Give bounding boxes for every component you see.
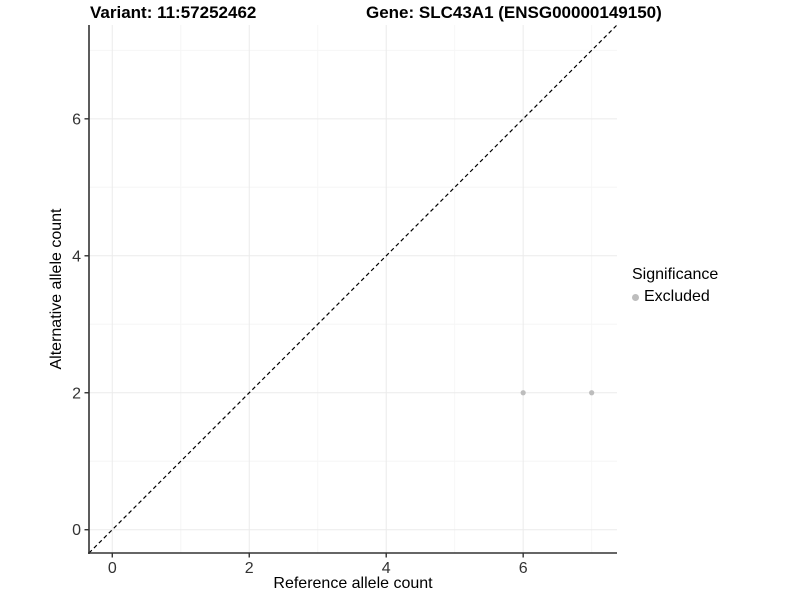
x-tick-label: 4 — [382, 560, 391, 577]
y-tick-label: 6 — [72, 111, 81, 128]
legend: Significance Excluded — [632, 266, 718, 306]
excluded-point-swatch-icon — [632, 293, 639, 301]
variant-title: Variant: 11:57252462 — [90, 3, 257, 22]
data-point — [520, 390, 526, 396]
gene-title: Gene: SLC43A1 (ENSG00000149150) — [366, 3, 662, 22]
x-tick-label: 0 — [108, 560, 117, 577]
legend-title: Significance — [632, 266, 719, 283]
x-axis-title: Reference allele count — [273, 575, 433, 592]
x-tick-label: 6 — [519, 560, 528, 577]
x-tick-label: 2 — [245, 560, 254, 577]
y-tick-label: 0 — [72, 522, 81, 539]
y-tick-label: 2 — [72, 385, 81, 402]
y-tick-label: 4 — [72, 248, 81, 265]
identity-line — [88, 24, 618, 554]
legend-item-label: Excluded — [644, 288, 710, 305]
y-axis-title: Alternative allele count — [48, 208, 65, 370]
data-point — [589, 390, 595, 396]
legend-item-excluded: Excluded — [632, 288, 718, 306]
